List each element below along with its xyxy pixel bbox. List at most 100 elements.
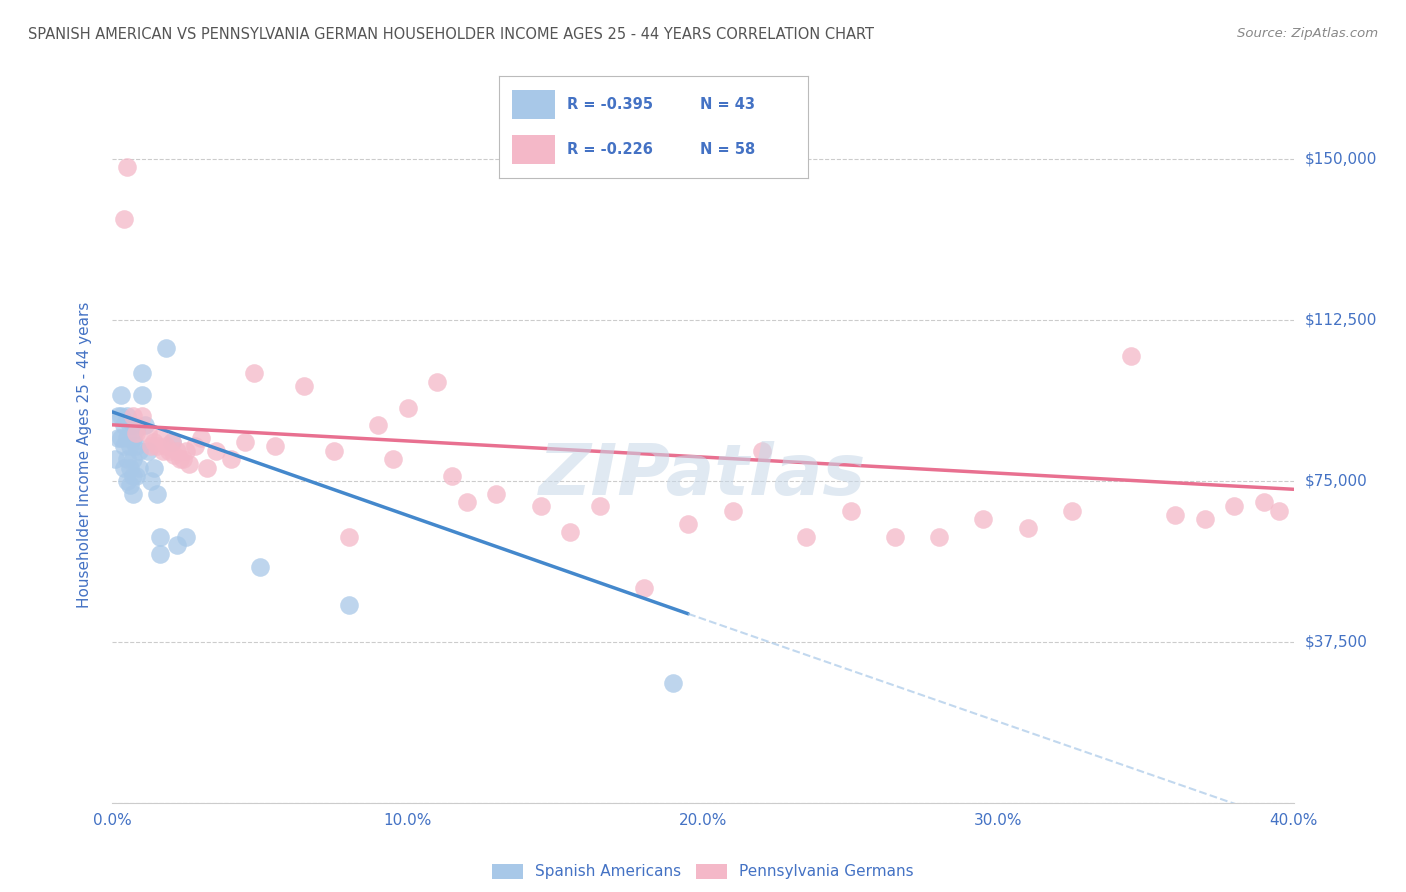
Point (292, 379, 315, 393)
Point (205, 443, 228, 458)
Point (107, 409, 129, 424)
Point (142, 460, 165, 475)
Point (160, 435, 183, 450)
Point (367, 417, 389, 432)
Point (323, 443, 346, 458)
Text: N = 43: N = 43 (700, 97, 755, 112)
Point (157, 443, 180, 458)
Point (184, 439, 207, 453)
Point (1062, 504, 1084, 518)
Point (125, 422, 148, 436)
Point (529, 500, 551, 514)
Point (117, 452, 138, 467)
Point (174, 529, 197, 543)
Point (174, 443, 197, 458)
Bar (512, 90, 555, 119)
Point (751, 443, 773, 458)
Point (112, 211, 135, 226)
Point (136, 443, 159, 458)
Point (117, 409, 138, 424)
Point (633, 581, 655, 595)
Point (1194, 512, 1216, 526)
Point (122, 431, 145, 445)
Point (110, 388, 132, 402)
Point (125, 426, 148, 441)
Point (796, 529, 818, 543)
Point (155, 341, 177, 355)
Point (166, 443, 188, 458)
Text: R = -0.395: R = -0.395 (567, 97, 654, 112)
Point (1268, 504, 1291, 518)
Point (131, 409, 153, 424)
Point (382, 452, 405, 467)
Point (558, 525, 582, 540)
Y-axis label: Householder Income Ages 25 - 44 years: Householder Income Ages 25 - 44 years (77, 301, 91, 608)
Point (117, 160, 138, 174)
Bar (512, 136, 555, 164)
Point (179, 457, 201, 471)
Point (149, 547, 172, 561)
Point (117, 474, 138, 488)
Point (1119, 349, 1142, 363)
Point (264, 439, 287, 453)
Point (662, 675, 685, 690)
Point (110, 409, 132, 424)
Point (337, 599, 360, 613)
Point (1164, 508, 1187, 522)
Point (195, 460, 218, 475)
Point (120, 439, 142, 453)
Point (441, 469, 464, 483)
Text: $150,000: $150,000 (1305, 151, 1376, 166)
Point (152, 443, 174, 458)
Point (112, 417, 135, 432)
Point (155, 439, 177, 453)
Point (233, 435, 256, 450)
Point (120, 460, 142, 475)
Legend: Spanish Americans, Pennsylvania Germans: Spanish Americans, Pennsylvania Germans (486, 857, 920, 886)
Point (166, 538, 188, 552)
Point (884, 529, 907, 543)
Point (219, 452, 242, 467)
Point (678, 516, 700, 531)
Point (122, 469, 145, 483)
Point (839, 504, 862, 518)
Text: ZIPatlas: ZIPatlas (540, 442, 866, 510)
Point (142, 435, 165, 450)
Point (928, 529, 950, 543)
Point (134, 417, 156, 432)
Point (107, 431, 129, 445)
Point (169, 452, 191, 467)
Point (139, 439, 162, 453)
Point (149, 529, 172, 543)
Text: $75,000: $75,000 (1305, 473, 1368, 488)
Point (160, 435, 183, 450)
Point (136, 426, 159, 441)
Point (1017, 521, 1039, 535)
Point (122, 417, 145, 432)
Point (139, 474, 162, 488)
Text: N = 58: N = 58 (700, 142, 755, 157)
Point (146, 439, 169, 453)
Point (456, 495, 478, 509)
Point (163, 448, 186, 462)
Point (149, 431, 172, 445)
Point (172, 452, 194, 467)
Point (249, 559, 271, 574)
Point (396, 401, 419, 415)
Point (120, 417, 142, 432)
Point (110, 431, 132, 445)
Text: R = -0.226: R = -0.226 (567, 142, 652, 157)
Point (120, 478, 142, 492)
Point (122, 452, 145, 467)
Point (117, 431, 138, 445)
Point (128, 443, 150, 458)
Point (1223, 500, 1246, 514)
Point (112, 460, 135, 475)
Point (122, 486, 145, 500)
Point (125, 469, 148, 483)
Point (131, 388, 153, 402)
Point (243, 367, 266, 381)
Text: Source: ZipAtlas.com: Source: ZipAtlas.com (1237, 27, 1378, 40)
Point (973, 512, 995, 526)
Point (104, 452, 127, 467)
